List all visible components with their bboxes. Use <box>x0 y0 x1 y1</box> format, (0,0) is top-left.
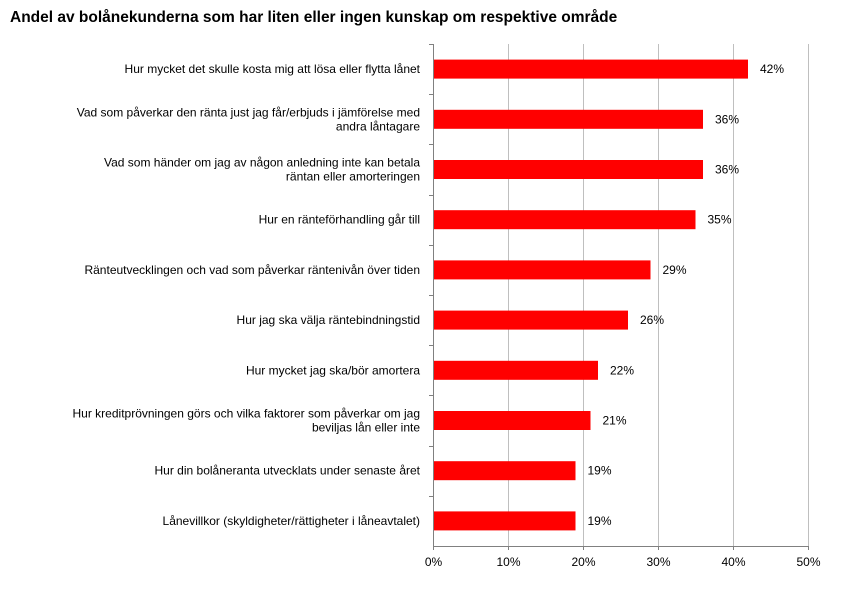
data-label: 26% <box>640 313 664 327</box>
category-label: Lånevillkor (skyldigheter/rättigheter i … <box>163 514 420 528</box>
bar <box>434 160 703 179</box>
bar <box>434 360 598 380</box>
data-label: 21% <box>603 414 627 428</box>
x-tick-label: 40% <box>721 555 745 569</box>
data-label: 22% <box>610 363 634 377</box>
bar <box>434 109 703 129</box>
data-label: 36% <box>715 163 739 177</box>
bar <box>434 210 696 230</box>
bar <box>434 310 628 330</box>
data-label: 19% <box>588 464 612 478</box>
category-label: Hur en ränteförhandling går till <box>259 213 420 227</box>
x-tick-label: 0% <box>425 555 443 569</box>
bar <box>434 511 576 531</box>
data-label: 35% <box>708 213 732 227</box>
category-label: Vad som påverkar den ränta just jag får/… <box>77 105 420 119</box>
data-label: 42% <box>760 62 784 76</box>
bar <box>434 59 748 79</box>
category-label: Ränteutvecklingen och vad som påverkar r… <box>84 263 420 277</box>
category-label: Hur mycket det skulle kosta mig att lösa… <box>125 62 421 76</box>
x-tick-label: 20% <box>571 555 595 569</box>
bar <box>434 260 651 280</box>
bar <box>434 411 591 430</box>
x-tick-label: 50% <box>796 555 820 569</box>
category-label: Vad som händer om jag av någon anledning… <box>104 156 420 170</box>
category-label: Hur din bolåneranta utvecklats under sen… <box>155 464 421 478</box>
x-tick-label: 10% <box>496 555 520 569</box>
category-label: beviljas lån eller inte <box>312 421 420 435</box>
data-label: 19% <box>588 514 612 528</box>
data-label: 36% <box>715 112 739 126</box>
bar <box>434 461 576 481</box>
category-label: Hur mycket jag ska/bör amortera <box>246 363 420 377</box>
category-label: Hur kreditprövningen görs och vilka fakt… <box>73 407 420 421</box>
chart-title: Andel av bolånekunderna som har liten el… <box>10 9 618 26</box>
x-tick-label: 30% <box>646 555 670 569</box>
category-label: Hur jag ska välja räntebindningstid <box>237 313 420 327</box>
category-label: räntan eller amorteringen <box>286 170 420 184</box>
data-label: 29% <box>663 263 687 277</box>
category-label: andra låntagare <box>336 119 420 133</box>
